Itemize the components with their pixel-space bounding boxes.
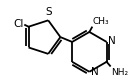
Text: NH₂: NH₂ [111,68,128,77]
Text: CH₃: CH₃ [93,17,109,26]
Text: S: S [45,7,52,17]
Text: Cl: Cl [13,19,23,29]
Text: N: N [108,36,116,46]
Text: N: N [91,67,99,77]
